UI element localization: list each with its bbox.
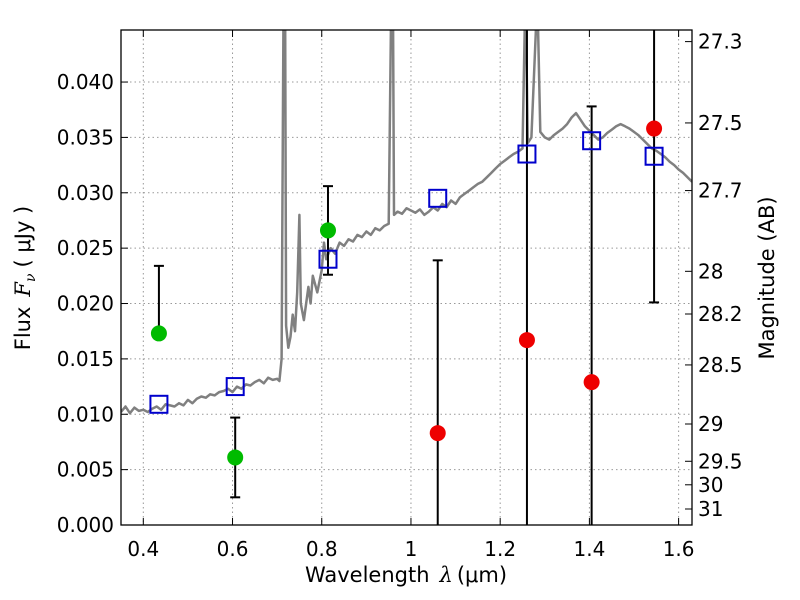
x-tick-label: 0.6 — [217, 537, 249, 561]
y-tick-label: 0.005 — [57, 458, 114, 482]
tick-labels: 0.4 0.6 0.8 1 1.2 1.4 1.6 0.000 0.005 0.010 0.015 0… — [57, 30, 743, 561]
y-tick-label: 0.040 — [57, 70, 114, 94]
model-photometry-square — [428, 188, 448, 208]
magnitude-axis-label: Magnitude (AB) — [755, 196, 779, 359]
model-photometry-square — [225, 377, 245, 397]
model-photometry-square — [149, 394, 169, 414]
upper-limit-point — [583, 374, 600, 391]
marker-layer — [149, 120, 664, 466]
magnitude-tick-label: 27.3 — [698, 30, 743, 54]
x-tick-label: 1.2 — [484, 537, 516, 561]
magnitude-tick-label: 28.2 — [698, 302, 743, 326]
x-tick-label: 0.8 — [306, 537, 338, 561]
plot-background — [121, 30, 692, 525]
x-axis-label: Wavelength λ (μm) — [305, 563, 507, 587]
magnitude-tick-label: 28.5 — [698, 353, 743, 377]
upper-limit-point — [518, 332, 535, 349]
x-tick-label: 1.4 — [573, 537, 605, 561]
magnitude-tick-label: 31 — [698, 497, 723, 521]
detection-point — [150, 325, 167, 342]
y-tick-label: 0.025 — [57, 236, 114, 260]
model-photometry-square — [517, 144, 537, 164]
plot-frame — [120, 29, 693, 526]
x-tick-label: 1 — [405, 537, 418, 561]
tick-marks — [121, 30, 692, 526]
model-photometry-square — [644, 146, 664, 166]
upper-limit-point — [646, 120, 663, 137]
detection-point — [319, 222, 336, 239]
magnitude-tick-label: 29.5 — [698, 449, 743, 473]
x-tick-label: 1.6 — [663, 537, 695, 561]
y-tick-label: 0.035 — [57, 125, 114, 149]
magnitude-tick-label: 29 — [698, 412, 723, 436]
magnitude-tick-label: 27.7 — [698, 179, 743, 203]
model-photometry-square — [318, 249, 338, 269]
upper-limit-point — [429, 425, 446, 442]
model-photometry-square — [582, 131, 602, 151]
magnitude-tick-label: 28 — [698, 259, 723, 283]
y-tick-label: 0.030 — [57, 181, 114, 205]
y-tick-label: 0.015 — [57, 347, 114, 371]
y-axis-label: FluxFν( μJy ) — [11, 206, 39, 350]
y-tick-label: 0.000 — [57, 513, 114, 537]
y-tick-label: 0.010 — [57, 402, 114, 426]
x-tick-label: 0.4 — [127, 537, 159, 561]
grid — [121, 30, 692, 526]
y-tick-label: 0.020 — [57, 292, 114, 316]
detection-point — [227, 449, 244, 466]
magnitude-tick-label: 30 — [698, 473, 723, 497]
magnitude-tick-label: 27.5 — [698, 111, 743, 135]
